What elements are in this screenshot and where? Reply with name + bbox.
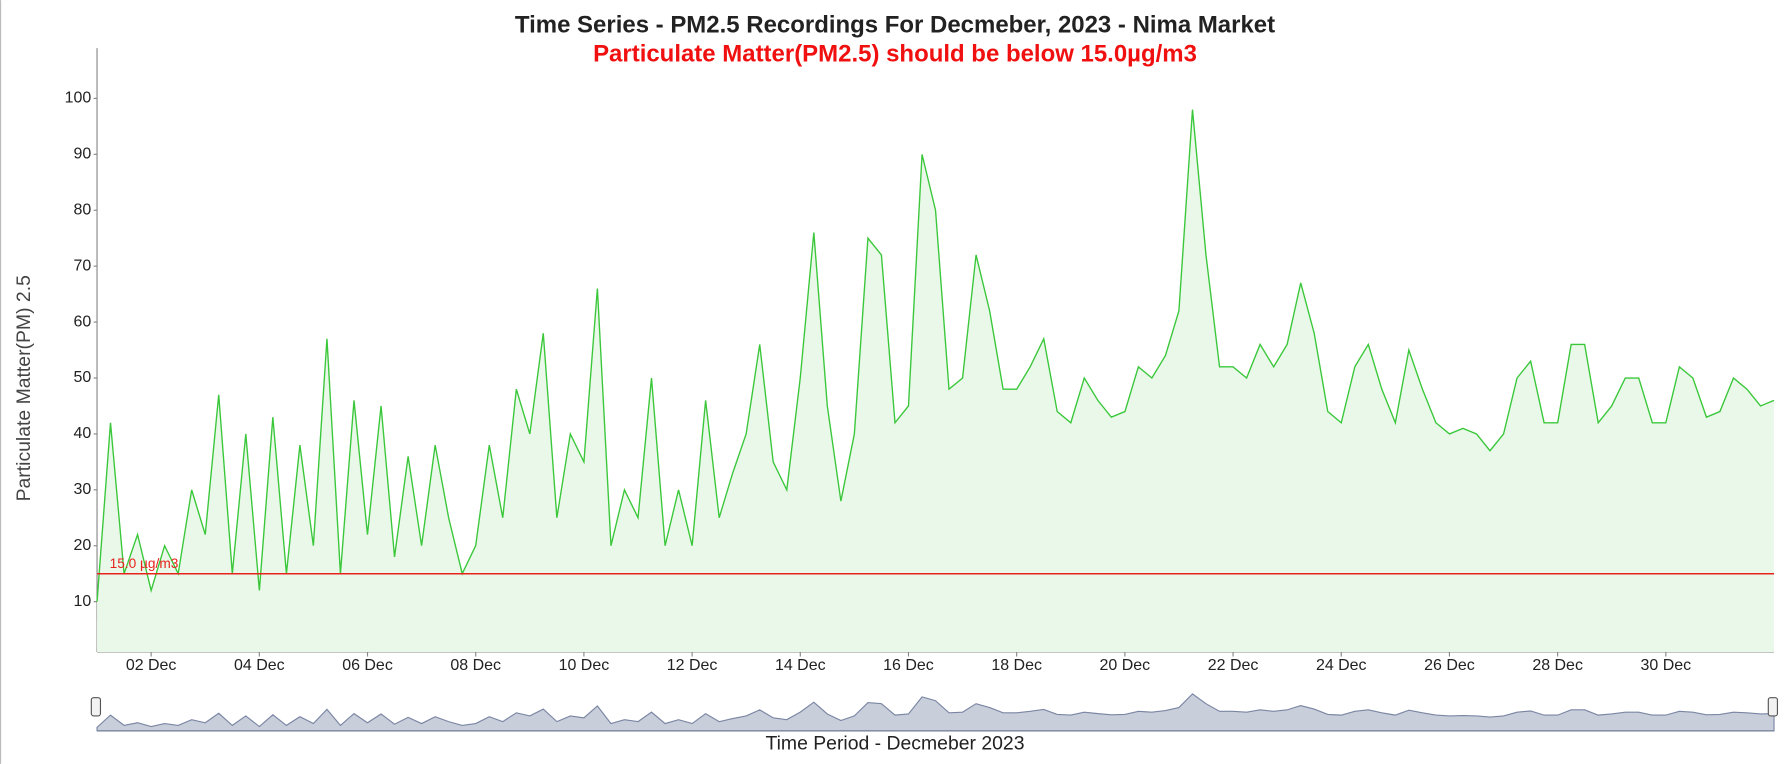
x-tick-label: 08 Dec [450,657,501,674]
y-tick-label: 90 [74,146,92,163]
x-axis-label: Time Period - Decmeber 2023 [765,733,1024,755]
y-tick-label: 60 [74,313,92,330]
x-tick-label: 20 Dec [1100,657,1151,674]
chart-title: Time Series - PM2.5 Recordings For Decme… [515,12,1275,39]
series-line [96,109,1775,602]
x-tick-label: 18 Dec [991,657,1042,674]
navigator-area [96,693,1775,732]
x-tick-label: 24 Dec [1316,657,1367,674]
x-tick-label: 10 Dec [559,657,610,674]
y-tick-label: 100 [65,90,92,107]
x-tick-label: 30 Dec [1641,657,1692,674]
x-tick-label: 26 Dec [1424,657,1475,674]
y-tick-label: 10 [74,593,92,610]
y-axis-label: Particulate Matter(PM) 2.5 [13,275,35,501]
y-tick-label: 70 [74,257,92,274]
y-tick-label: 50 [74,369,92,386]
x-tick-label: 04 Dec [234,657,285,674]
area-fill [97,109,1775,652]
y-tick-label: 40 [74,425,92,442]
y-tick-label: 80 [74,201,92,218]
x-tick-label: 06 Dec [342,657,393,674]
x-tick-label: 28 Dec [1532,657,1583,674]
y-tick-label: 30 [74,481,92,498]
chart-subtitle: Particulate Matter(PM2.5) should be belo… [593,40,1197,67]
navigator-handle[interactable] [1767,697,1779,717]
x-tick-label: 14 Dec [775,657,826,674]
navigator-handle[interactable] [90,697,102,717]
x-tick-label: 12 Dec [667,657,718,674]
x-tick-label: 16 Dec [883,657,934,674]
x-tick-label: 02 Dec [126,657,177,674]
navigator [90,693,1779,732]
y-tick-label: 20 [74,537,92,554]
x-tick-label: 22 Dec [1208,657,1259,674]
threshold-label: 15.0 µg/m3 [110,556,179,571]
